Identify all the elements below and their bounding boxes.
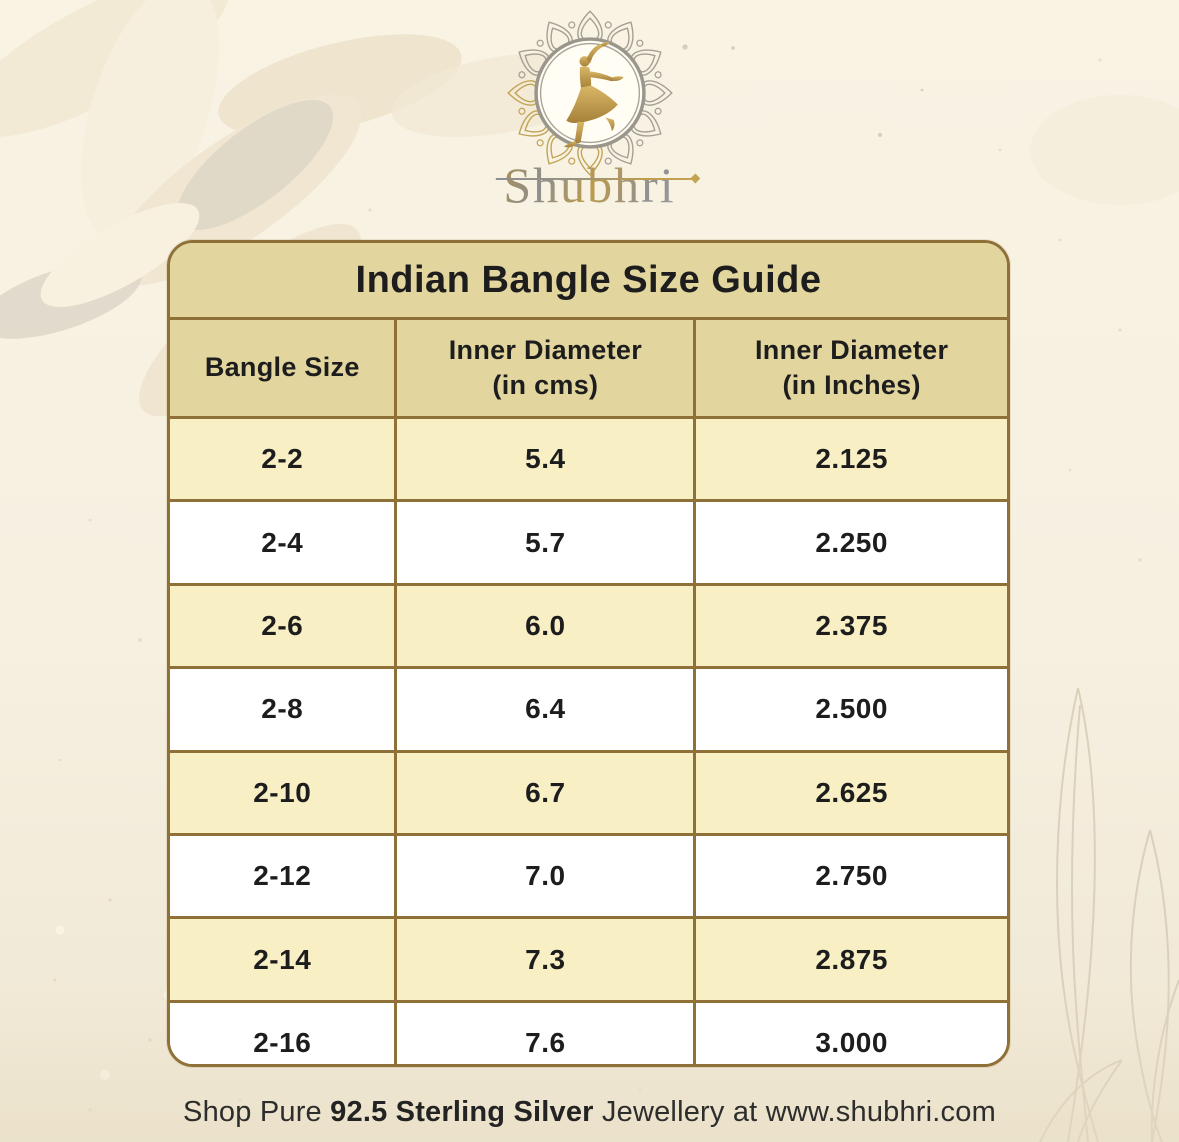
wordmark-underline xyxy=(495,178,692,180)
diameter-cms-value: 6.7 xyxy=(394,749,697,836)
diameter-inches-value: 2.875 xyxy=(693,916,1007,1003)
diameter-cms-value: 7.3 xyxy=(394,916,697,1003)
brand-wordmark: Shubhri xyxy=(495,156,692,214)
size-row: 2-14 7.3 2.875 xyxy=(170,916,1007,1003)
size-row: 2-8 6.4 2.500 xyxy=(170,666,1007,753)
diameter-cms-value: 6.4 xyxy=(394,666,697,753)
bangle-size-value: 2-4 xyxy=(170,499,398,586)
bangle-size-value: 2-14 xyxy=(170,916,398,1003)
col-header-inner-diameter-cms: Inner Diameter (in cms) xyxy=(394,320,697,419)
bangle-size-value: 2-8 xyxy=(170,666,398,753)
footer-highlight: 92.5 Sterling Silver xyxy=(330,1096,594,1128)
diameter-inches-value: 2.750 xyxy=(693,832,1007,920)
diameter-inches-value: 2.375 xyxy=(693,582,1007,670)
size-row: 2-12 7.0 2.750 xyxy=(170,832,1007,920)
diameter-cms-value: 5.4 xyxy=(394,415,697,503)
size-row: 2-10 6.7 2.625 xyxy=(170,749,1007,836)
diameter-inches-value: 2.250 xyxy=(693,499,1007,586)
header-row: Bangle Size Inner Diameter (in cms) Inne… xyxy=(170,320,1007,419)
diameter-cms-value: 5.7 xyxy=(394,499,697,586)
bangle-size-value: 2-6 xyxy=(170,582,398,670)
size-row: 2-4 5.7 2.250 xyxy=(170,499,1007,586)
size-row: 2-2 5.4 2.125 xyxy=(170,415,1007,503)
footer-prefix: Shop Pure xyxy=(183,1096,331,1128)
bangle-size-value: 2-2 xyxy=(170,415,398,503)
footer-suffix: Jewellery at www.shubhri.com xyxy=(593,1096,996,1128)
diameter-cms-value: 7.6 xyxy=(394,999,697,1064)
bangle-size-value: 2-12 xyxy=(170,832,398,920)
diameter-cms-value: 7.0 xyxy=(394,832,697,920)
col-header-inner-diameter-inches: Inner Diameter (in Inches) xyxy=(693,320,1007,419)
size-row: 2-6 6.0 2.375 xyxy=(170,582,1007,670)
footer-text: Shop Pure 92.5 Sterling Silver Jewellery… xyxy=(0,1096,1179,1129)
bangle-size-value: 2-10 xyxy=(170,749,398,836)
dancer-mandala-icon xyxy=(506,10,673,176)
brand-name: Shubhri xyxy=(503,157,676,213)
brand-logo xyxy=(503,6,677,180)
diameter-cms-value: 6.0 xyxy=(394,582,697,670)
size-row: 2-16 7.6 3.000 xyxy=(170,999,1007,1064)
table-title: Indian Bangle Size Guide xyxy=(170,243,1007,320)
size-guide-card: Indian Bangle Size Guide Bangle Size Inn… xyxy=(167,240,1010,1067)
bangle-size-table: Bangle Size Inner Diameter (in cms) Inne… xyxy=(170,320,1007,1064)
diameter-inches-value: 3.000 xyxy=(693,999,1007,1064)
diameter-inches-value: 2.625 xyxy=(693,749,1007,836)
diameter-inches-value: 2.125 xyxy=(693,415,1007,503)
diameter-inches-value: 2.500 xyxy=(693,666,1007,753)
col-header-bangle-size: Bangle Size xyxy=(170,320,398,419)
bangle-size-value: 2-16 xyxy=(170,999,398,1064)
